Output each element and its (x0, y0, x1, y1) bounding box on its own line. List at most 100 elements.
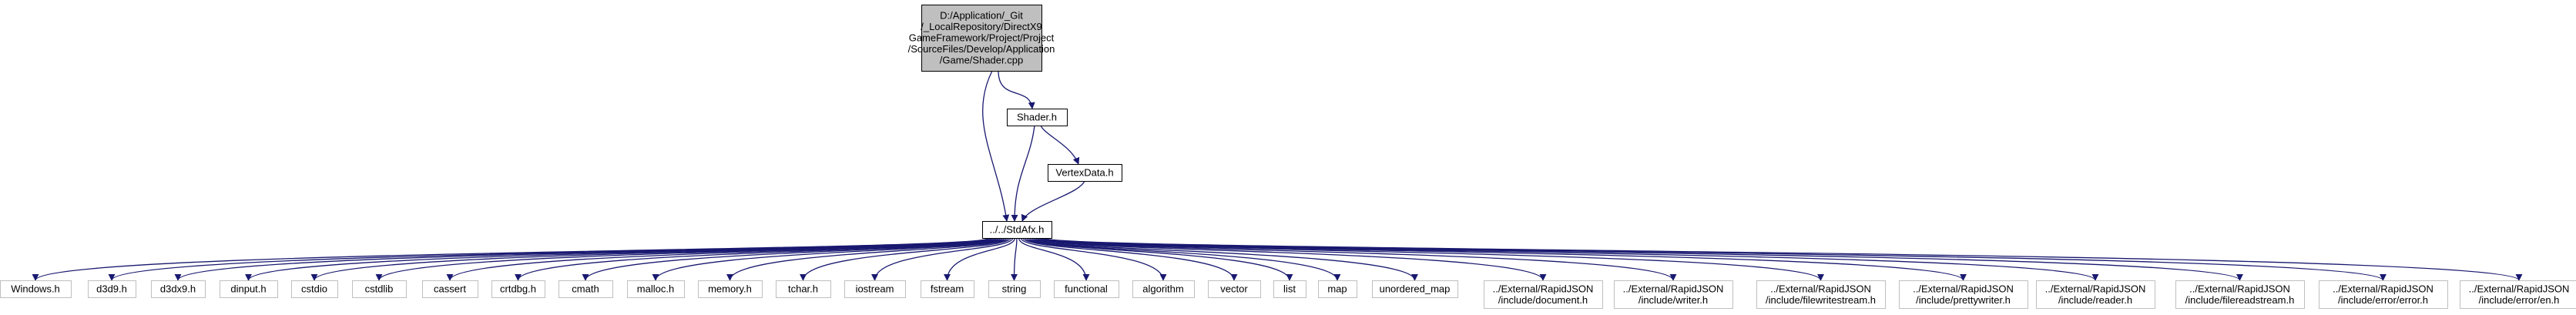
edge-stdafx-h-functional (1018, 237, 1090, 281)
node-cassert[interactable]: cassert (422, 280, 478, 298)
node-rj-filereadstream-box (2175, 280, 2305, 309)
node-memory-h[interactable]: memory.h (698, 280, 763, 298)
node-d3d9-h-label-line: d3d9.h (96, 283, 127, 295)
node-rj-error-en-box (2460, 280, 2576, 309)
node-vertexdata-h-box (1048, 164, 1122, 182)
node-stdafx-h[interactable]: ../../StdAfx.h (982, 221, 1052, 239)
node-rj-error-label-line: /include/error/error.h (2338, 294, 2428, 306)
edge-stdafx-h-fstream (944, 237, 1016, 281)
node-rj-writer-label-line: ../External/RapidJSON (1623, 283, 1724, 294)
edge-stdafx-h-dinput-h (245, 237, 995, 281)
node-list-box (1273, 280, 1306, 298)
node-stdafx-h-label-line: ../../StdAfx.h (990, 224, 1045, 236)
node-rj-document[interactable]: ../External/RapidJSON/include/document.h (1484, 280, 1603, 309)
edge-stdafx-h-map (1026, 237, 1341, 281)
node-fstream[interactable]: fstream (921, 280, 974, 298)
edge-vertexdata-h-stdafx-h (1021, 180, 1085, 222)
node-rj-filereadstream[interactable]: ../External/RapidJSON/include/filereadst… (2175, 280, 2305, 309)
node-cstdio-box (291, 280, 338, 298)
node-map[interactable]: map (1318, 280, 1357, 298)
node-d3dx9-h[interactable]: d3dx9.h (151, 280, 206, 298)
node-unordered-map-box (1372, 280, 1458, 298)
edge-stdafx-h-iostream (871, 237, 1014, 281)
node-list[interactable]: list (1273, 280, 1306, 298)
node-rj-error-box (2319, 280, 2448, 309)
node-shader-cpp-label-line: D:/Application/_Git (940, 10, 1023, 22)
node-cmath[interactable]: cmath (558, 280, 613, 298)
node-string-label-line: string (1002, 283, 1027, 295)
edge-stdafx-h-rj-document (1030, 237, 1547, 281)
node-unordered-map[interactable]: unordered_map (1372, 280, 1458, 298)
edge-stdafx-h-rj-filewritestream (1035, 237, 1824, 281)
node-cstdio[interactable]: cstdio (291, 280, 338, 298)
node-tchar-h[interactable]: tchar.h (776, 280, 831, 298)
node-shader-h-box (1007, 109, 1068, 126)
node-rj-error-en[interactable]: ../External/RapidJSON/include/error/en.h (2460, 280, 2576, 309)
node-rj-prettywriter-label-line: ../External/RapidJSON (1913, 283, 2014, 294)
node-rj-writer-box (1614, 280, 1733, 309)
node-rj-writer-label-line: /include/writer.h (1639, 294, 1708, 306)
node-cstdlib[interactable]: cstdlib (352, 280, 407, 298)
node-rj-error-en-label-line: ../External/RapidJSON (2469, 283, 2570, 294)
node-dinput-h-label-line: dinput.h (230, 283, 266, 295)
node-crtdbg-h-label-line: crtdbg.h (500, 283, 536, 295)
edge-stdafx-h-windows-h (32, 237, 989, 281)
node-rj-document-label-line: /include/document.h (1498, 294, 1588, 306)
node-cstdio-label-line: cstdio (301, 283, 327, 295)
node-rj-reader-label-line: ../External/RapidJSON (2045, 283, 2146, 294)
node-shader-cpp-label-line: GameFramework/Project/Project (909, 32, 1055, 44)
node-d3dx9-h-box (151, 280, 206, 298)
node-unordered-map-label-line: unordered_map (1380, 283, 1451, 295)
node-iostream[interactable]: iostream (844, 280, 906, 298)
node-cstdlib-label-line: cstdlib (365, 283, 394, 295)
edges (32, 70, 2523, 281)
node-stdafx-h-box (982, 221, 1052, 239)
node-algorithm[interactable]: algorithm (1132, 280, 1195, 298)
node-rj-prettywriter-box (1899, 280, 2028, 309)
node-tchar-h-box (776, 280, 831, 298)
node-shader-cpp[interactable]: D:/Application/_Git/_LocalRepository/Dir… (908, 5, 1055, 72)
node-vector-box (1208, 280, 1261, 298)
node-dinput-h[interactable]: dinput.h (220, 280, 278, 298)
node-fstream-label-line: fstream (931, 283, 964, 295)
node-rj-filewritestream-label-line: ../External/RapidJSON (1770, 283, 1871, 294)
node-vertexdata-h[interactable]: VertexData.h (1048, 164, 1122, 182)
node-d3d9-h[interactable]: d3d9.h (88, 280, 136, 298)
node-functional-box (1054, 280, 1119, 298)
node-rj-filewritestream-box (1756, 280, 1886, 309)
node-rj-reader[interactable]: ../External/RapidJSON/include/reader.h (2036, 280, 2155, 309)
edge-stdafx-h-cmath (582, 237, 1005, 281)
node-iostream-box (844, 280, 906, 298)
node-cassert-label-line: cassert (434, 283, 466, 295)
node-rj-error[interactable]: ../External/RapidJSON/include/error/erro… (2319, 280, 2448, 309)
node-rj-prettywriter-label-line: /include/prettywriter.h (1916, 294, 2011, 306)
node-rj-document-label-line: ../External/RapidJSON (1493, 283, 1594, 294)
node-string[interactable]: string (988, 280, 1041, 298)
node-shader-cpp-label-line: /SourceFiles/Develop/Application (908, 43, 1055, 55)
node-malloc-h[interactable]: malloc.h (627, 280, 685, 298)
node-cassert-box (422, 280, 478, 298)
edge-stdafx-h-tchar-h (800, 237, 1011, 281)
node-rj-prettywriter[interactable]: ../External/RapidJSON/include/prettywrit… (1899, 280, 2028, 309)
node-rj-filewritestream[interactable]: ../External/RapidJSON/include/filewrites… (1756, 280, 1886, 309)
node-vector-label-line: vector (1220, 283, 1248, 295)
node-functional-label-line: functional (1065, 283, 1108, 295)
node-windows-h[interactable]: Windows.h (0, 280, 72, 298)
node-d3d9-h-box (88, 280, 136, 298)
node-rj-filereadstream-label-line: ../External/RapidJSON (2189, 283, 2290, 294)
node-rj-writer[interactable]: ../External/RapidJSON/include/writer.h (1614, 280, 1733, 309)
node-functional[interactable]: functional (1054, 280, 1119, 298)
node-memory-h-label-line: memory.h (708, 283, 752, 295)
node-crtdbg-h[interactable]: crtdbg.h (491, 280, 545, 298)
edge-root-shader-h (998, 70, 1035, 109)
node-shader-h[interactable]: Shader.h (1007, 109, 1068, 126)
edge-stdafx-h-rj-error (1042, 237, 2386, 281)
node-d3dx9-h-label-line: d3dx9.h (160, 283, 196, 295)
nodes: D:/Application/_Git/_LocalRepository/Dir… (0, 5, 2576, 309)
node-vector[interactable]: vector (1208, 280, 1261, 298)
node-algorithm-box (1132, 280, 1195, 298)
node-rj-filewritestream-label-line: /include/filewritestream.h (1766, 294, 1876, 306)
edge-stdafx-h-algorithm (1020, 237, 1167, 281)
edge-stdafx-h-string (1011, 237, 1018, 281)
